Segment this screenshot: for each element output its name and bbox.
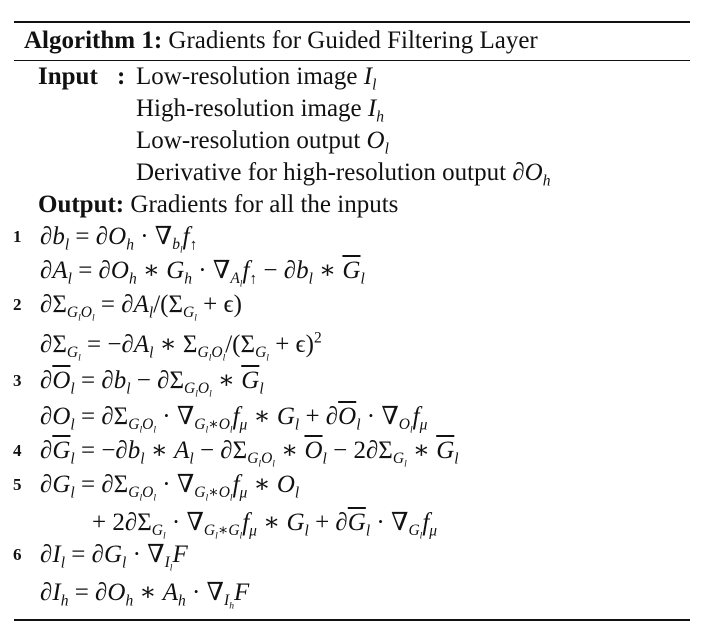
bottom-rule (14, 619, 690, 621)
symbol-I-h: Ih (367, 95, 384, 126)
algorithm-caption: Algorithm 1: Gradients for Guided Filter… (24, 24, 538, 57)
top-rule (14, 21, 690, 23)
line-number-4: 4 (13, 441, 22, 460)
equation-4: ∂ΣGl = −∂Al ∗ ΣGlOl/(ΣGl + ϵ)2 (40, 329, 322, 364)
equation-5: ∂Ol = ∂bl − ∂ΣGlOl ∗ Gl (40, 367, 264, 400)
equation-10: ∂Il = ∂Gl · ∇IlF (40, 541, 188, 574)
symbol-O-l: Ol (366, 127, 389, 158)
symbol-I-l: Il (363, 63, 377, 94)
equation-8: ∂Gl = ∂ΣGlOl · ∇Gl∗Olfμ ∗ Ol (40, 471, 300, 504)
input-header: Input (38, 62, 98, 92)
equation-9: + 2∂ΣGl · ∇Gl∗Glfμ ∗ Gl + ∂Gl · ∇Glfμ (92, 509, 438, 542)
line-number-2: 2 (13, 295, 22, 314)
input-item-4: Derivative for high-resolution output ∂O… (136, 159, 551, 190)
input-keyword: Input (38, 63, 98, 90)
equation-1: ∂bl = ∂Oh · ∇blf↑ (40, 223, 198, 256)
output-text: Gradients for all the inputs (130, 191, 399, 218)
symbol-dO-h: ∂Oh (512, 159, 551, 190)
line-number-1: 1 (13, 227, 22, 246)
algorithm-title: Gradients for Guided Filtering Layer (168, 27, 538, 54)
equation-11: ∂Ih = ∂Oh ∗ Ah · ∇IhF (40, 579, 250, 612)
output-header: Output: Gradients for all the inputs (38, 190, 398, 220)
line-number-5: 5 (13, 475, 22, 494)
output-keyword: Output: (38, 191, 125, 218)
equation-7: ∂Gl = −∂bl ∗ Al − ∂ΣGlOl ∗ Ol − 2∂ΣGl ∗ … (40, 437, 459, 470)
input-item-3: Low-resolution output Ol (136, 127, 389, 158)
equation-2: ∂Al = ∂Oh ∗ Gh · ∇Alf↑ − ∂bl ∗ Gl (40, 257, 365, 290)
algorithm-label: Algorithm 1: (24, 27, 163, 54)
equation-3: ∂ΣGlOl = ∂Al/(ΣGl + ϵ) (40, 291, 242, 324)
input-item-2: High-resolution image Ih (136, 95, 384, 126)
input-item-1: Low-resolution image Il (136, 63, 377, 94)
input-colon: : (117, 63, 126, 90)
equation-6: ∂Ol = ∂ΣGlOl · ∇Gl∗Olfμ ∗ Gl + ∂Ol · ∇Ol… (40, 403, 428, 436)
line-number-3: 3 (13, 371, 22, 390)
caption-rule (14, 60, 690, 61)
line-number-6: 6 (13, 545, 22, 564)
